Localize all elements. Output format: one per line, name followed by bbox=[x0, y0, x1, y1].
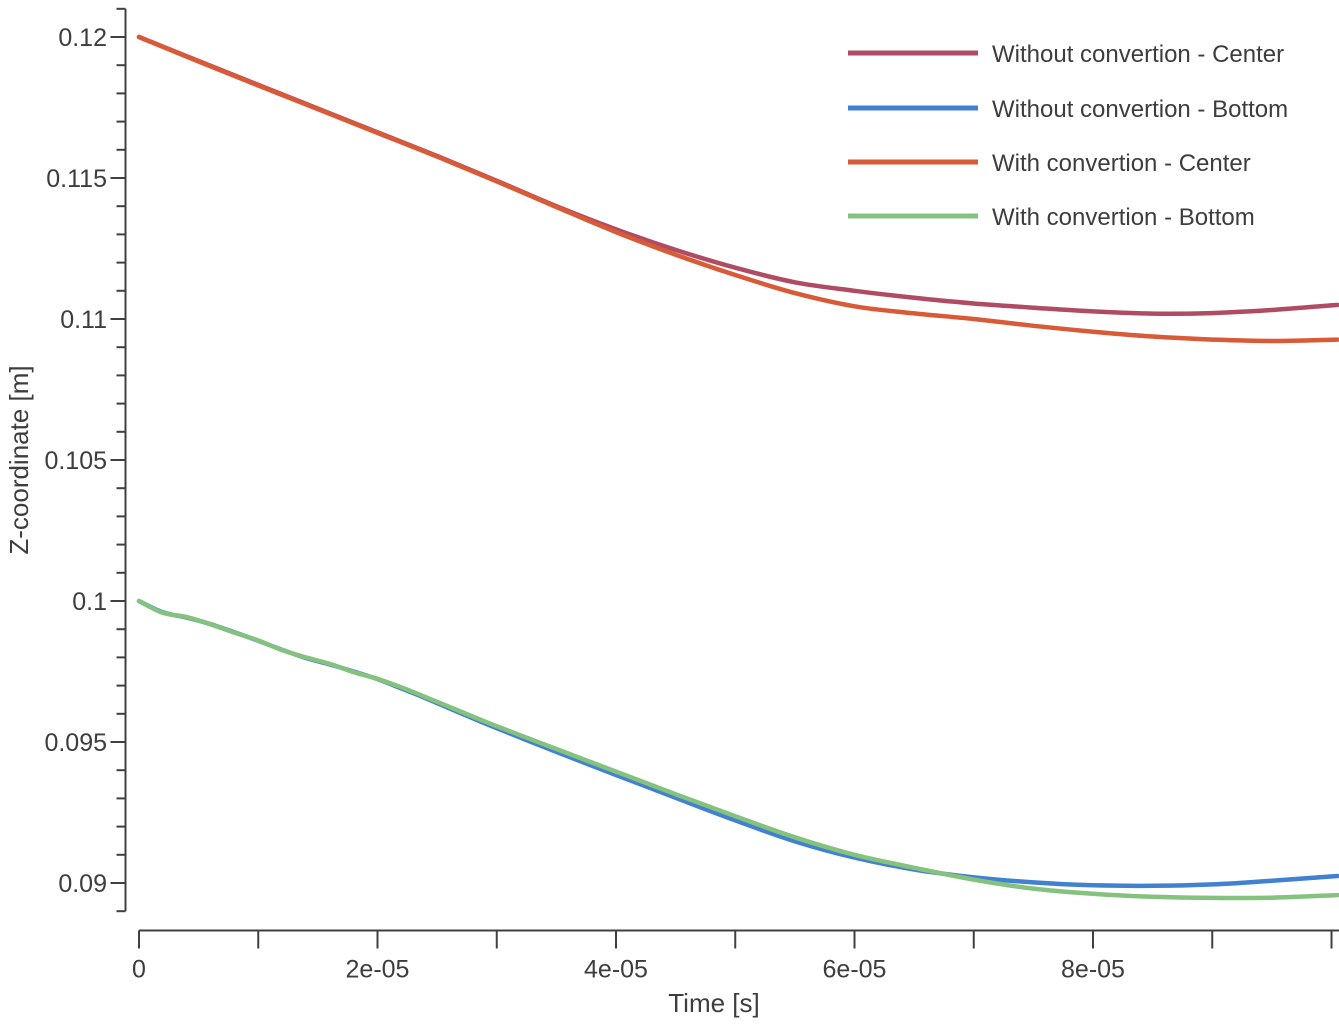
x-tick-label: 8e-05 bbox=[1061, 956, 1125, 984]
y-tick-label: 0.095 bbox=[44, 729, 107, 757]
legend: Without convertion - Center Without conve… bbox=[848, 41, 1288, 231]
y-axis: 0.09 0.095 0.1 0.105 0.11 0.115 0.12 bbox=[44, 7, 127, 913]
x-tick-label: 6e-05 bbox=[823, 956, 887, 984]
y-tick-label: 0.12 bbox=[58, 24, 107, 52]
y-axis-label: Z-coordinate [m] bbox=[4, 365, 34, 554]
y-tick-label: 0.105 bbox=[44, 447, 107, 475]
series-lines bbox=[136, 34, 1339, 901]
series-line-4 bbox=[136, 598, 1339, 901]
x-tick-label: 4e-05 bbox=[584, 956, 648, 984]
x-axis-label: Time [s] bbox=[668, 988, 759, 1018]
y-tick-label: 0.09 bbox=[58, 870, 107, 898]
series-line-3 bbox=[136, 34, 1339, 344]
legend-label-1: Without convertion - Center bbox=[992, 41, 1284, 68]
x-tick-label: 0 bbox=[132, 956, 146, 984]
legend-label-2: Without convertion - Bottom bbox=[992, 96, 1288, 123]
legend-label-4: With convertion - Bottom bbox=[992, 204, 1255, 231]
y-tick-label: 0.1 bbox=[72, 588, 107, 616]
y-tick-label: 0.115 bbox=[46, 165, 107, 193]
series-line-2 bbox=[136, 598, 1339, 889]
x-axis: 0 2e-05 4e-05 6e-05 8e-05 bbox=[132, 929, 1339, 984]
legend-label-3: With convertion - Center bbox=[992, 150, 1251, 177]
y-tick-label: 0.11 bbox=[60, 306, 107, 334]
x-tick-label: 2e-05 bbox=[346, 956, 410, 984]
